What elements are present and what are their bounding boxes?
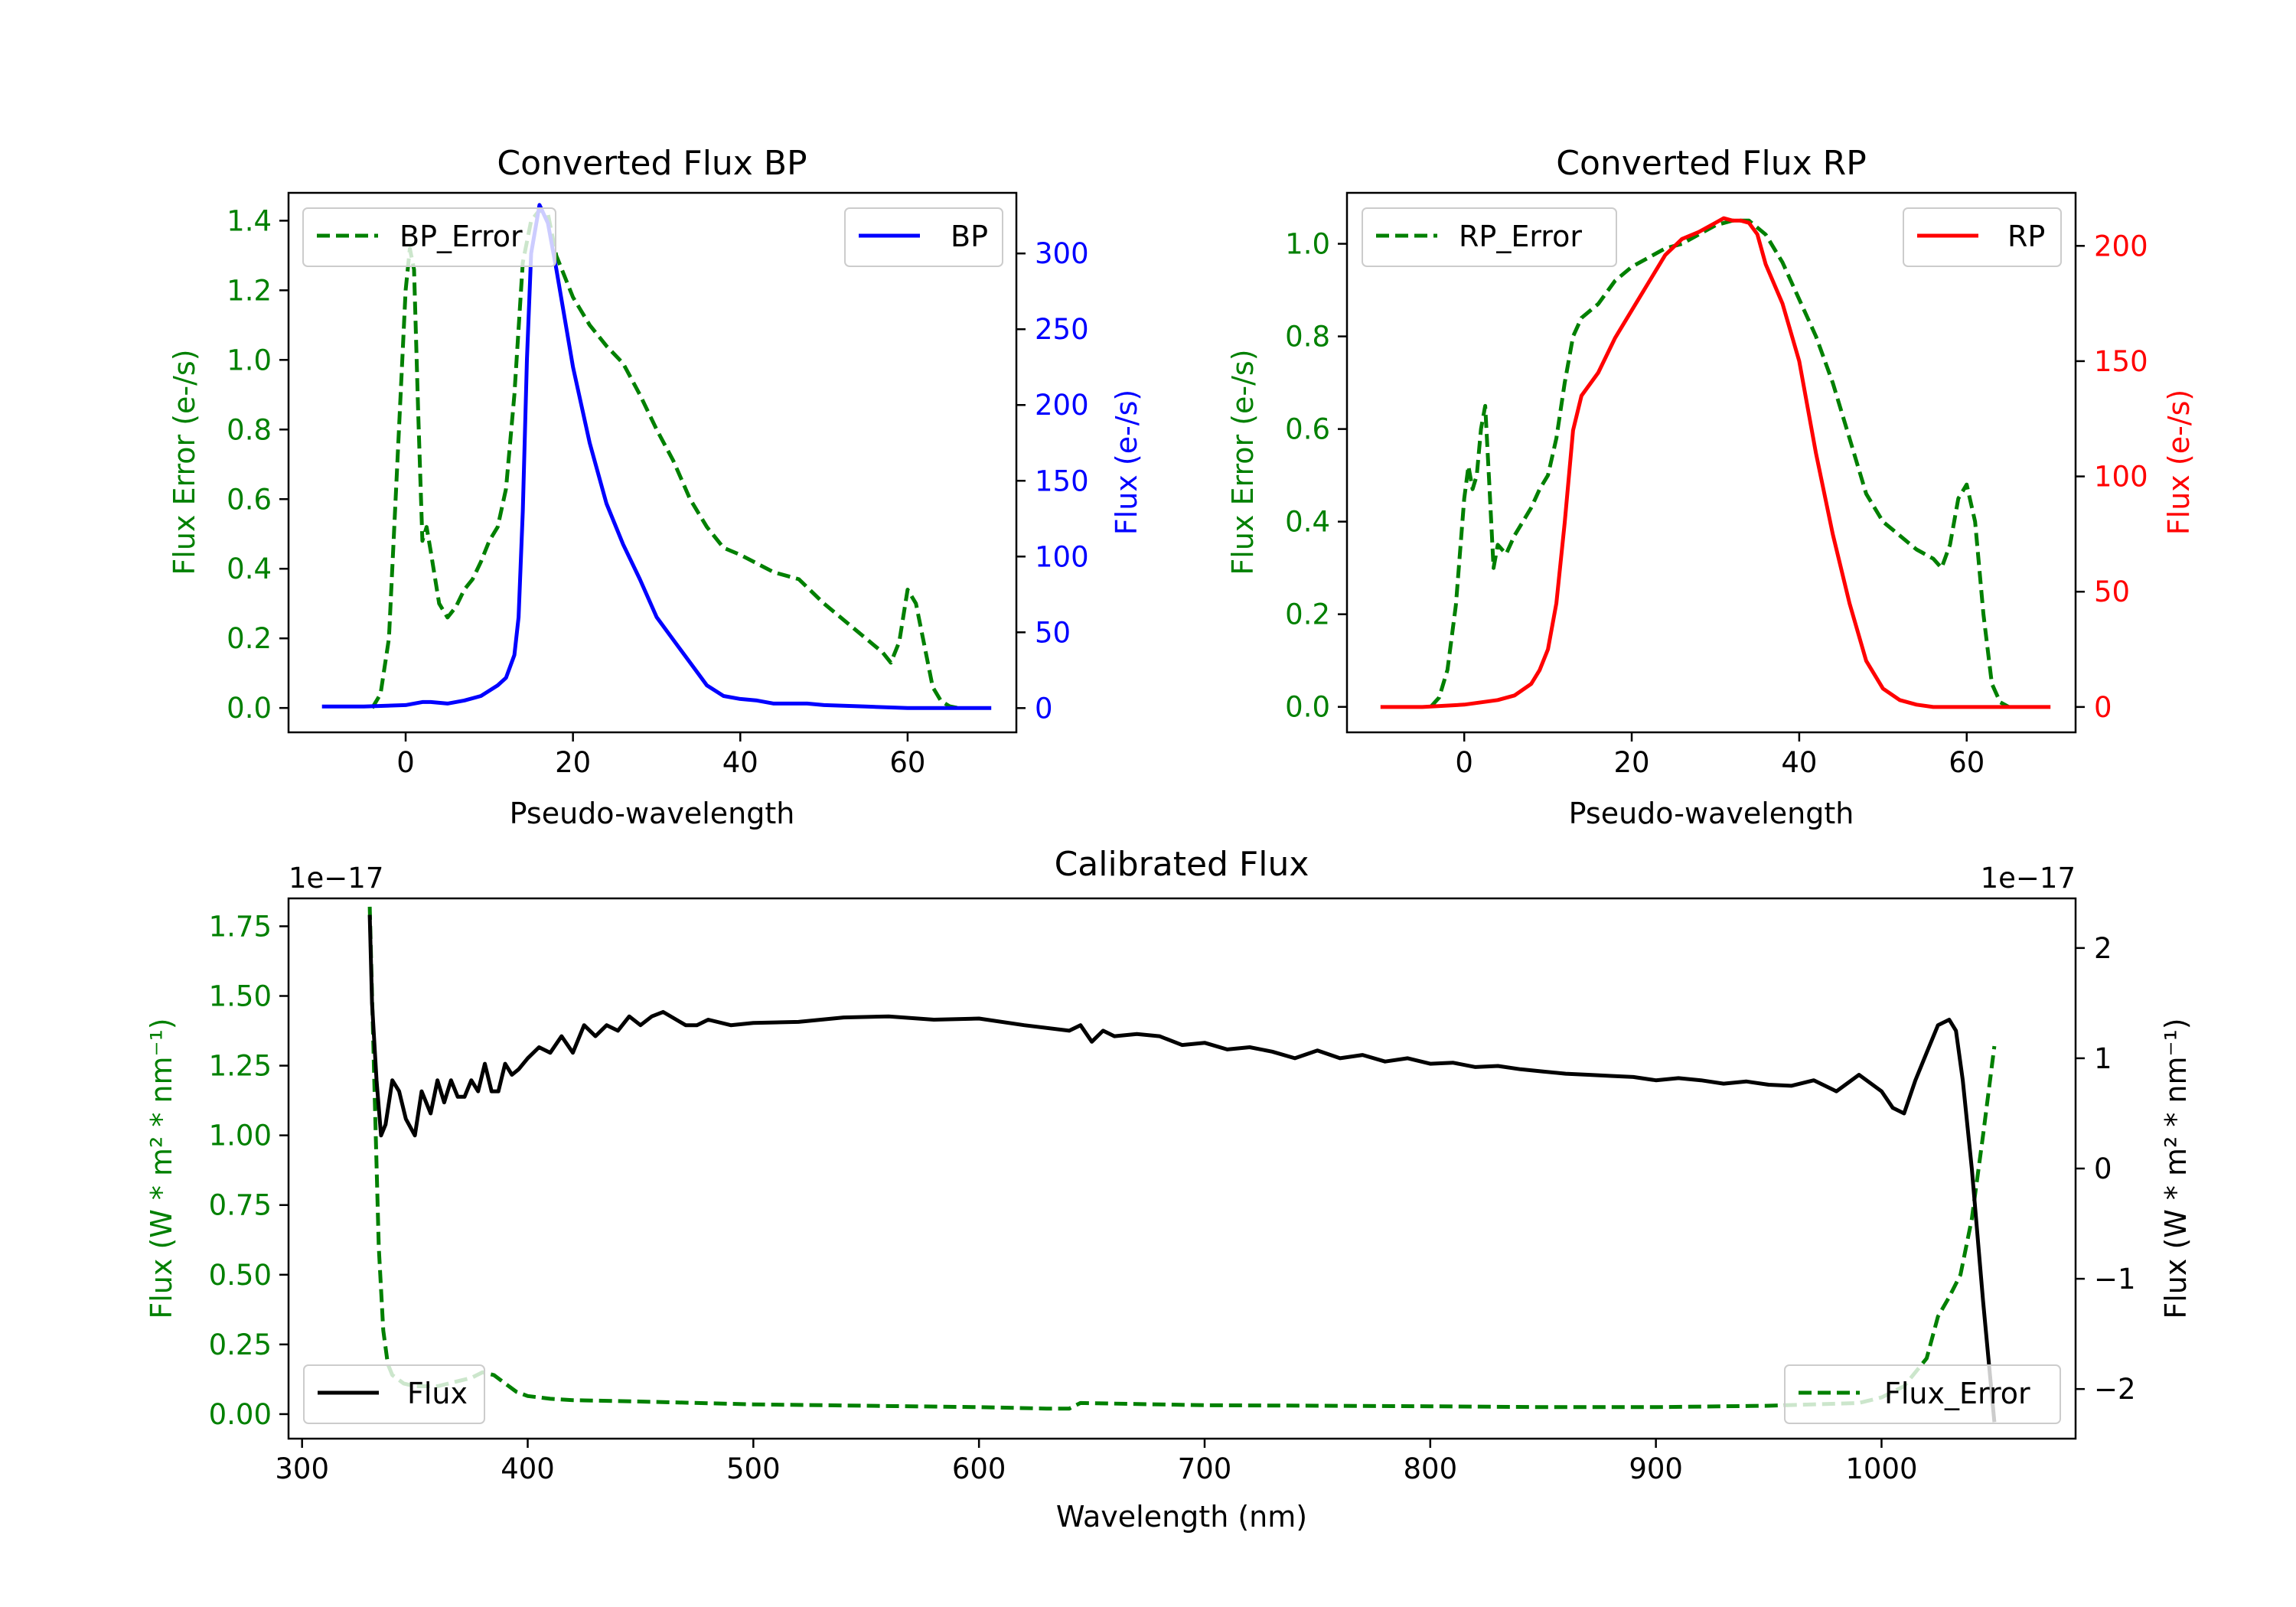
y-tick-label-left: 0.4 (1285, 506, 1330, 539)
y-tick-label-left: 1.4 (227, 204, 272, 237)
chart-rp: Converted Flux RP 0 20 40 60 0.0 0.2 0.4 0.6 0.… (1226, 144, 2196, 830)
legend-label-flux-error: Flux_Error (1884, 1377, 2030, 1410)
y-tick-label-left: 0.2 (1285, 598, 1330, 631)
legend-left: RP_Error (1362, 207, 1617, 267)
plot-frame (287, 191, 1018, 734)
x-tick-label: 600 (952, 1452, 1006, 1485)
y-tick-label-left: 0.00 (209, 1398, 272, 1431)
y-tick-label-left: 1.50 (209, 980, 272, 1013)
legend-left: Flux (303, 1364, 485, 1424)
y-tick-label-left: 1.25 (209, 1050, 272, 1083)
y-tick-label-right: 1 (2094, 1042, 2112, 1075)
y-tick-label-right: 50 (2094, 575, 2130, 608)
x-tick-label: 500 (726, 1452, 781, 1485)
y-tick-label-right: 100 (1035, 540, 1089, 573)
x-tick-label: 0 (396, 746, 415, 779)
chart-bp: Converted Flux BP 0 20 40 60 0.0 0.2 0.4 0.6 0.… (168, 144, 1143, 830)
legend-right: RP (1903, 207, 2062, 267)
legend-label-rp-error: RP_Error (1459, 220, 1582, 253)
y-tick-label-left: 0.50 (209, 1259, 272, 1292)
offset-text-right: 1e−17 (1981, 862, 2076, 895)
y-axis-label-right: Flux (W * m² * nm⁻¹) (2159, 1018, 2193, 1319)
legend-label-bp: BP (951, 220, 988, 253)
y-tick-label-right: 100 (2094, 461, 2148, 494)
x-tick-label: 300 (275, 1452, 329, 1485)
legend-label-flux: Flux (407, 1377, 468, 1410)
series-line-flux (367, 914, 1997, 1423)
x-tick-label: 20 (555, 746, 591, 779)
y-axis-label-right: Flux (e-/s) (1110, 390, 1143, 535)
y-tick-label-right: 300 (1035, 237, 1089, 270)
x-axis-label: Pseudo-wavelength (1569, 797, 1854, 830)
x-tick-label: 40 (1781, 746, 1817, 779)
series-line-rp-error (1429, 218, 2010, 709)
offset-text-left: 1e−17 (289, 862, 383, 895)
y-tick-label-right: 200 (2094, 230, 2148, 262)
chart-calibrated: Calibrated Flux 1e−17 1e−17 300 400 500 600… (145, 845, 2193, 1534)
y-tick-label-right: 2 (2094, 932, 2112, 965)
x-axis-label: Pseudo-wavelength (510, 797, 795, 830)
x-tick-label: 20 (1613, 746, 1649, 779)
chart-title: Converted Flux RP (1556, 144, 1867, 183)
x-tick-label: 0 (1455, 746, 1473, 779)
y-axis-label-left: Flux Error (e-/s) (168, 349, 201, 575)
y-tick-label-right: 0 (2094, 691, 2112, 724)
chart-title: Converted Flux BP (497, 144, 807, 183)
x-tick-label: 60 (1949, 746, 1985, 779)
series-line-rp (1380, 216, 2051, 709)
series-line-bp (321, 203, 992, 710)
x-tick-label: 60 (889, 746, 925, 779)
y-tick-label-left: 1.0 (1285, 228, 1330, 261)
y-tick-label-right: 150 (2094, 345, 2148, 378)
y-tick-label-left: 1.0 (227, 344, 272, 376)
legend-right: BP (844, 207, 1003, 267)
y-tick-label-left: 0.6 (227, 483, 272, 516)
y-tick-label-left: 1.75 (209, 910, 272, 943)
y-tick-label-left: 0.8 (1285, 321, 1330, 354)
x-tick-label: 400 (501, 1452, 555, 1485)
legend-label-rp: RP (2007, 220, 2045, 253)
y-tick-label-left: 1.00 (209, 1120, 272, 1152)
y-tick-label-right: 200 (1035, 389, 1089, 422)
x-tick-label: 1000 (1845, 1452, 1917, 1485)
plot-frame (287, 897, 2077, 1440)
legend-right: Flux_Error (1784, 1364, 2061, 1424)
y-tick-label-left: 1.2 (227, 274, 272, 307)
y-tick-label-left: 0.25 (209, 1328, 272, 1361)
y-tick-label-left: 0.75 (209, 1189, 272, 1222)
x-tick-label: 40 (722, 746, 758, 779)
plot-frame (1345, 191, 2077, 734)
y-tick-label-right: −1 (2094, 1263, 2136, 1296)
y-tick-label-left: 0.4 (227, 553, 272, 585)
chart-title: Calibrated Flux (1055, 845, 1309, 884)
y-tick-label-right: 50 (1035, 616, 1071, 649)
y-axis-label-left: Flux (W * m² * nm⁻¹) (145, 1018, 178, 1319)
y-axis-label-left: Flux Error (e-/s) (1226, 349, 1260, 575)
x-tick-label: 800 (1403, 1452, 1457, 1485)
x-tick-label: 900 (1629, 1452, 1683, 1485)
legend-label-bp-error: BP_Error (400, 220, 523, 253)
y-tick-label-right: 0 (1035, 692, 1053, 725)
y-tick-label-left: 0.0 (1285, 691, 1330, 724)
y-tick-label-right: 150 (1035, 464, 1089, 497)
x-tick-label: 700 (1178, 1452, 1232, 1485)
y-tick-label-left: 0.2 (227, 622, 272, 655)
legend-left: BP_Error (302, 207, 556, 267)
x-axis-label: Wavelength (nm) (1056, 1500, 1307, 1534)
y-tick-label-right: 250 (1035, 313, 1089, 346)
y-tick-label-left: 0.6 (1285, 413, 1330, 446)
y-tick-label-left: 0.0 (227, 692, 272, 725)
y-tick-label-right: 0 (2094, 1152, 2112, 1185)
y-tick-label-right: −2 (2094, 1373, 2136, 1406)
y-axis-label-right: Flux (e-/s) (2162, 390, 2196, 535)
y-tick-label-left: 0.8 (227, 413, 272, 446)
